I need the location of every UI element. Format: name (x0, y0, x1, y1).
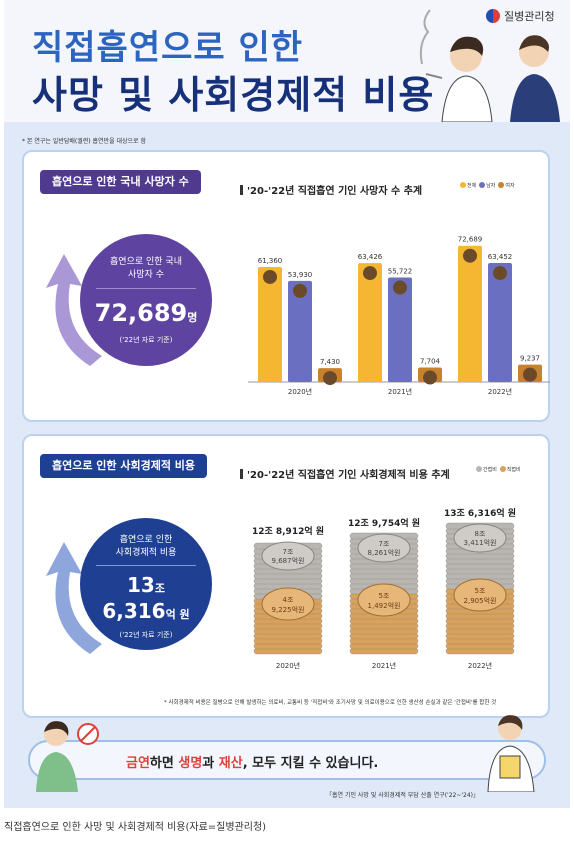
indirect-value-label: 9,687억원 (272, 556, 305, 565)
legend-female: 여자 (498, 182, 515, 189)
coin-direct-2022년 (453, 578, 507, 612)
title-line-1: 직접흡연으로 인한 (32, 28, 304, 68)
legend-total: 전체 (460, 182, 476, 189)
cost-circle-label-2: 사회경제적 비용 (115, 548, 177, 558)
man-reading-illustration (487, 715, 535, 792)
coin-indirect-2022년 (453, 523, 507, 553)
cost-circle-unit-2: 억 원 (165, 608, 190, 621)
bar-남자-2020년 (288, 280, 312, 382)
coin-direct-2020년 (261, 587, 315, 621)
bar-icon (263, 269, 277, 284)
data-label: 7,430 (320, 358, 340, 366)
indirect-value-label: 3,411억원 (464, 538, 497, 547)
indirect-top-label: 7조 (283, 548, 294, 556)
deaths-circle-note: ('22년 자료 기준) (119, 336, 173, 344)
deaths-circle-unit: 명 (187, 311, 198, 324)
bar-전체-2020년 (258, 266, 282, 382)
cost-legend: 간접비 직접비 (476, 466, 521, 473)
total-label: 12조 8,912억 원 (252, 525, 324, 537)
cost-summary-circle: 흡연으로 인한 사회경제적 비용 13조 6,316억 원 ('22년 자료 기… (80, 518, 212, 650)
bar-icon (323, 371, 337, 386)
characters-illustration (419, 9, 560, 122)
x-tick-label: 2022년 (488, 387, 512, 396)
woman-no-smoking-illustration (36, 721, 99, 792)
x-tick-label: 2021년 (372, 661, 396, 670)
deaths-chart-title: '20-'22년 직접흡연 기인 사망자 수 추계 (240, 182, 422, 197)
indirect-value-label: 8,261억원 (368, 548, 401, 557)
deaths-circle-label-1: 흡연으로 인한 국내 (110, 257, 182, 267)
cost-pill: 흡연으로 인한 사회경제적 비용 (40, 454, 208, 478)
deaths-summary-circle: 흡연으로 인한 국내 사망자 수 72,689명 ('22년 자료 기준) (80, 234, 212, 366)
curved-arrow-icon (46, 542, 102, 654)
cost-chart-title: '20-'22년 직접흡연 기인 사회경제적 비용 추계 (240, 466, 450, 481)
indirect-top-label: 7조 (379, 540, 390, 548)
bar-icon (523, 367, 537, 382)
bar-icon (293, 283, 307, 298)
bar-icon (463, 248, 477, 263)
x-tick-label: 2022년 (468, 661, 492, 670)
indirect-top-label: 8조 (475, 530, 486, 538)
total-label: 13조 6,316억 원 (444, 507, 516, 519)
total-label: 12조 9,754억 원 (348, 517, 420, 529)
logo-text: 질병관리청 (504, 10, 555, 23)
bar-남자-2021년 (388, 277, 412, 382)
data-label: 53,930 (288, 271, 313, 279)
direct-value-label: 9,225억원 (272, 605, 305, 614)
deaths-pill: 흡연으로 인한 국내 사망자 수 (40, 170, 201, 194)
coin-indirect-2021년 (357, 533, 411, 563)
top-note: * 본 연구는 일반담배(궐련) 흡연만을 대상으로 함 (22, 138, 147, 145)
cost-circle-unit-1: 조 (154, 582, 165, 595)
x-tick-label: 2021년 (388, 387, 412, 396)
legend-direct: 직접비 (499, 466, 521, 473)
legend-male: 남자 (479, 182, 495, 189)
image-caption: 직접흡연으로 인한 사망 및 사회경제적 비용(자료=질병관리청) (4, 822, 267, 833)
logo-mark-icon (486, 9, 500, 23)
coin-indirect-2020년 (261, 541, 315, 571)
direct-value-label: 1,492억원 (368, 601, 401, 610)
data-label: 63,426 (358, 253, 383, 261)
deaths-panel: 흡연으로 인한 국내 사망자 수 흡연으로 인한 국내 사망자 수 72,689… (22, 150, 550, 422)
cost-circle-value-1: 13 (127, 573, 155, 597)
bar-전체-2022년 (458, 245, 482, 382)
bar-icon (423, 370, 437, 385)
deaths-legend: 전체 남자 여자 (460, 182, 515, 189)
legend-indirect: 간접비 (476, 466, 497, 473)
deaths-circle-value: 72,689 (94, 299, 188, 327)
coin-direct-2021년 (357, 583, 411, 617)
cost-circle-note: ('22년 자료 기준) (119, 631, 173, 639)
deaths-circle-label-2: 사망자 수 (128, 270, 164, 280)
cost-circle-label-1: 흡연으로 인한 (119, 535, 173, 545)
deaths-bar-chart: 61,360 53,930 7,430 2020년 63,426 55,722 7,704 2… (248, 236, 550, 396)
slogan-text: 금연하면 생명과 재산, 모두 지킬 수 있습니다. (126, 756, 379, 771)
infographic-poster: 직접흡연으로 인한 사망 및 사회경제적 비용 질병관리청 * 본 연구는 일반… (4, 0, 570, 808)
cost-footnote: * 사회경제적 비용은 질병으로 인해 발생하는 의료비, 교통비 등 '직접비… (164, 700, 497, 706)
curved-arrow-icon (46, 254, 102, 366)
cost-circle-value-2: 6,316 (102, 599, 166, 623)
direct-top-label: 4조 (283, 596, 294, 604)
data-label: 7,704 (420, 358, 441, 366)
x-tick-label: 2020년 (276, 661, 300, 670)
header: 직접흡연으로 인한 사망 및 사회경제적 비용 질병관리청 (4, 0, 570, 122)
bar-icon (493, 266, 507, 281)
data-label: 9,237 (520, 355, 540, 363)
direct-top-label: 5조 (379, 592, 390, 600)
bar-남자-2022년 (488, 263, 512, 382)
data-label: 72,689 (458, 236, 483, 244)
x-tick-label: 2020년 (288, 387, 312, 396)
direct-top-label: 5조 (475, 587, 486, 595)
bar-icon (393, 280, 407, 295)
slogan-banner: 금연하면 생명과 재산, 모두 지킬 수 있습니다. (28, 740, 546, 780)
bar-전체-2021년 (358, 263, 382, 382)
data-label: 55,722 (388, 268, 413, 276)
kdca-logo: 질병관리청 (486, 8, 555, 24)
data-label: 63,452 (488, 253, 513, 261)
bar-icon (363, 266, 377, 281)
direct-value-label: 2,905억원 (464, 596, 497, 605)
data-label: 61,360 (258, 257, 283, 265)
source-note: 「흡연 기인 사망 및 사회경제적 부담 산출 연구('22~'24)」 (326, 792, 479, 799)
title-line-2: 사망 및 사회경제적 비용 (32, 73, 435, 117)
cost-panel: 흡연으로 인한 사회경제적 비용 흡연으로 인한 사회경제적 비용 13조 6,… (22, 434, 550, 718)
